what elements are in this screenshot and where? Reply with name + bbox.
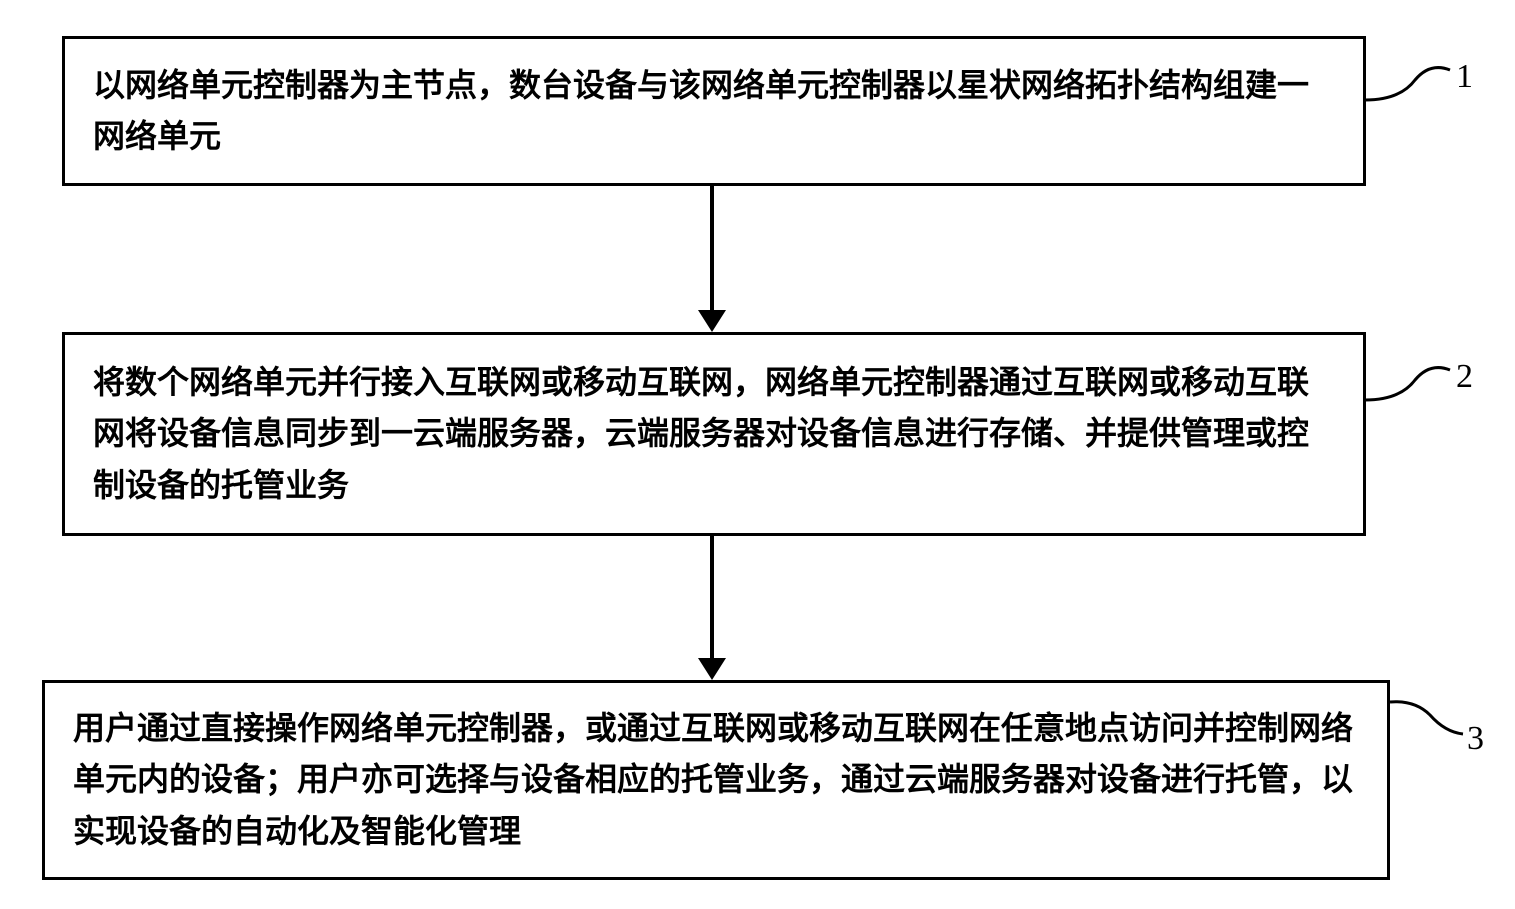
arrow-head xyxy=(698,310,726,332)
leader-line-1 xyxy=(1360,50,1460,110)
arrow-head xyxy=(698,658,726,680)
leader-line-2 xyxy=(1360,350,1460,410)
arrow-line xyxy=(710,186,714,310)
flow-step-1-text: 以网络单元控制器为主节点，数台设备与该网络单元控制器以星状网络拓扑结构组建一网络… xyxy=(93,60,1335,162)
flowchart-container: 以网络单元控制器为主节点，数台设备与该网络单元控制器以星状网络拓扑结构组建一网络… xyxy=(0,0,1515,909)
step-label-1: 1 xyxy=(1456,58,1473,96)
leader-line-3 xyxy=(1385,690,1475,750)
flow-step-1: 以网络单元控制器为主节点，数台设备与该网络单元控制器以星状网络拓扑结构组建一网络… xyxy=(62,36,1366,186)
flow-step-2-text: 将数个网络单元并行接入互联网或移动互联网，网络单元控制器通过互联网或移动互联网将… xyxy=(93,357,1335,511)
flow-step-3-text: 用户通过直接操作网络单元控制器，或通过互联网或移动互联网在任意地点访问并控制网络… xyxy=(73,703,1359,857)
arrow-2-to-3 xyxy=(698,536,726,680)
flow-step-3: 用户通过直接操作网络单元控制器，或通过互联网或移动互联网在任意地点访问并控制网络… xyxy=(42,680,1390,880)
step-label-2: 2 xyxy=(1456,358,1473,396)
arrow-1-to-2 xyxy=(698,186,726,332)
step-label-3: 3 xyxy=(1467,720,1484,758)
flow-step-2: 将数个网络单元并行接入互联网或移动互联网，网络单元控制器通过互联网或移动互联网将… xyxy=(62,332,1366,536)
arrow-line xyxy=(710,536,714,658)
